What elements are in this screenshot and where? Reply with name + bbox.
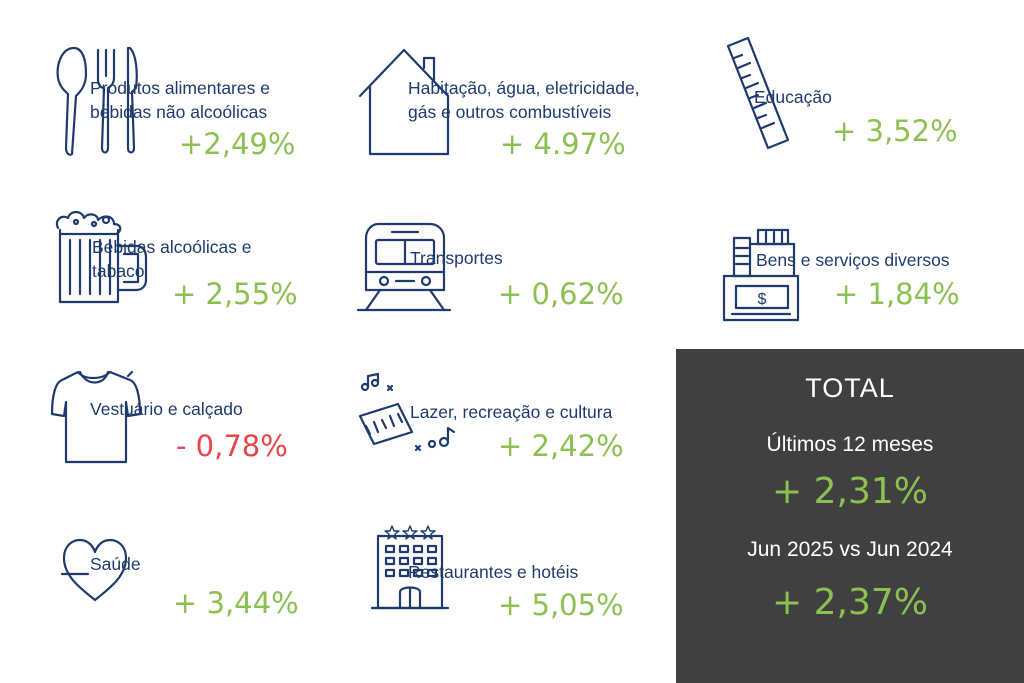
- category-label: Saúde: [90, 554, 141, 574]
- tshirt-icon: [50, 370, 142, 464]
- category-value: - 0,78%: [176, 429, 288, 463]
- cutlery-icon: [56, 46, 138, 156]
- category-label: Bens e serviços diversos: [756, 250, 950, 270]
- category-label: Bebidas alcoólicas e tabaco: [92, 237, 252, 281]
- category-value: + 0,62%: [498, 277, 624, 311]
- cash-register-icon: $: [722, 228, 800, 322]
- category-label: Vestuário e calçado: [90, 399, 243, 419]
- category-label: Restaurantes e hotéis: [408, 562, 579, 582]
- category-value: +2,49%: [179, 127, 296, 161]
- ruler-icon: [726, 36, 790, 150]
- heart-icon: [60, 538, 128, 602]
- category-value: + 2,55%: [172, 277, 298, 311]
- total-title: TOTAL: [805, 373, 895, 403]
- total-value-yoy: + 2,37%: [772, 582, 928, 623]
- train-icon: [356, 222, 452, 312]
- category-label: Educação: [754, 87, 832, 107]
- svg-text:$: $: [758, 291, 767, 308]
- category-label: Produtos alimentares e bebidas não alcoó…: [90, 78, 270, 122]
- category-value: + 3,44%: [173, 586, 299, 620]
- category-value: + 3,52%: [832, 114, 958, 148]
- category-value: + 1,84%: [834, 277, 960, 311]
- category-label: Lazer, recreação e cultura: [410, 402, 613, 422]
- total-label-12m: Últimos 12 meses: [766, 433, 934, 456]
- category-label: Habitação, água, eletricidade, gás e out…: [408, 78, 640, 122]
- beer-mug-icon: [55, 210, 148, 304]
- category-label: Transportes: [410, 248, 503, 268]
- category-value: + 2,42%: [498, 429, 624, 463]
- total-panel: TOTAL Últimos 12 meses + 2,31% Jun 2025 …: [676, 349, 1024, 683]
- total-label-yoy: Jun 2025 vs Jun 2024: [747, 538, 953, 561]
- piano-music-icon: [358, 372, 456, 452]
- hotel-icon: [370, 525, 450, 610]
- category-value: + 4.97%: [500, 127, 626, 161]
- category-value: + 5,05%: [498, 588, 624, 622]
- house-icon: [358, 48, 450, 156]
- total-value-12m: + 2,31%: [772, 471, 928, 512]
